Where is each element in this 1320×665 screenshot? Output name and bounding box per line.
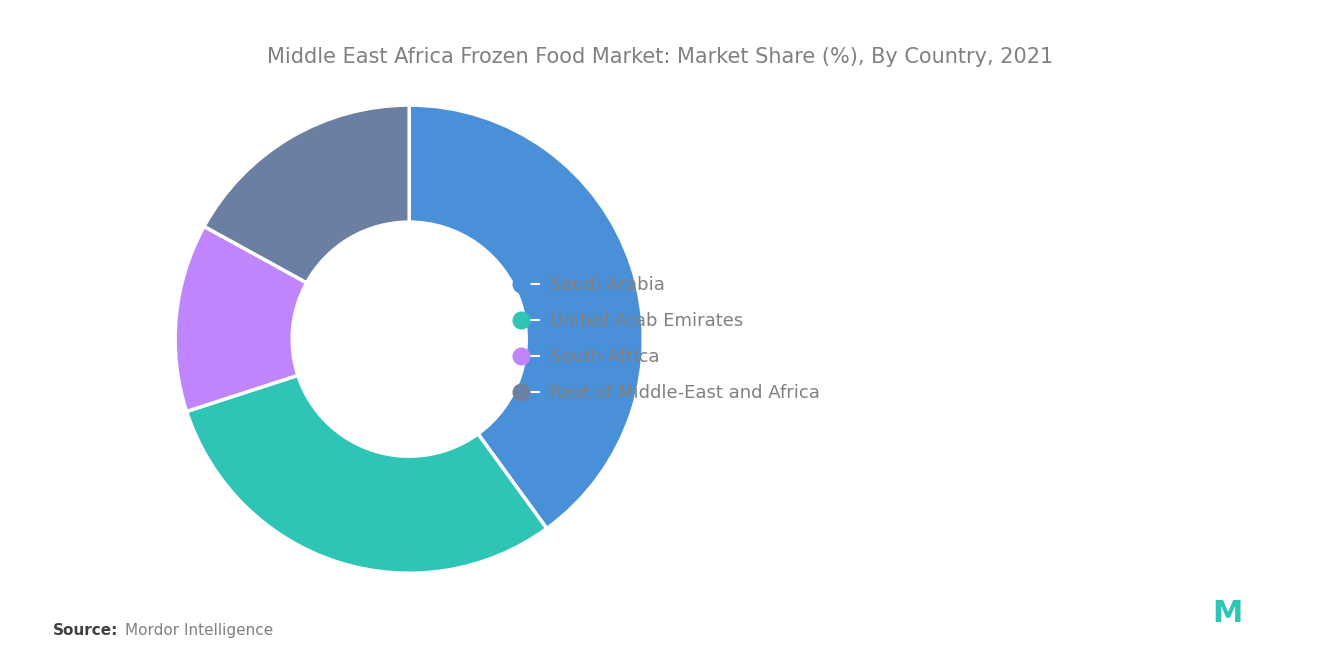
Text: Middle East Africa Frozen Food Market: Market Share (%), By Country, 2021: Middle East Africa Frozen Food Market: M… xyxy=(267,47,1053,66)
Text: Mordor Intelligence: Mordor Intelligence xyxy=(125,623,273,638)
Legend: Saudi Arabia, United Arab Emirates, South Africa, Rest of Middle-East and Africa: Saudi Arabia, United Arab Emirates, Sout… xyxy=(488,261,834,417)
Wedge shape xyxy=(205,105,409,283)
Wedge shape xyxy=(176,226,306,412)
Text: Source:: Source: xyxy=(53,623,119,638)
Text: M: M xyxy=(1212,599,1243,628)
Wedge shape xyxy=(186,375,546,573)
Wedge shape xyxy=(409,105,643,529)
